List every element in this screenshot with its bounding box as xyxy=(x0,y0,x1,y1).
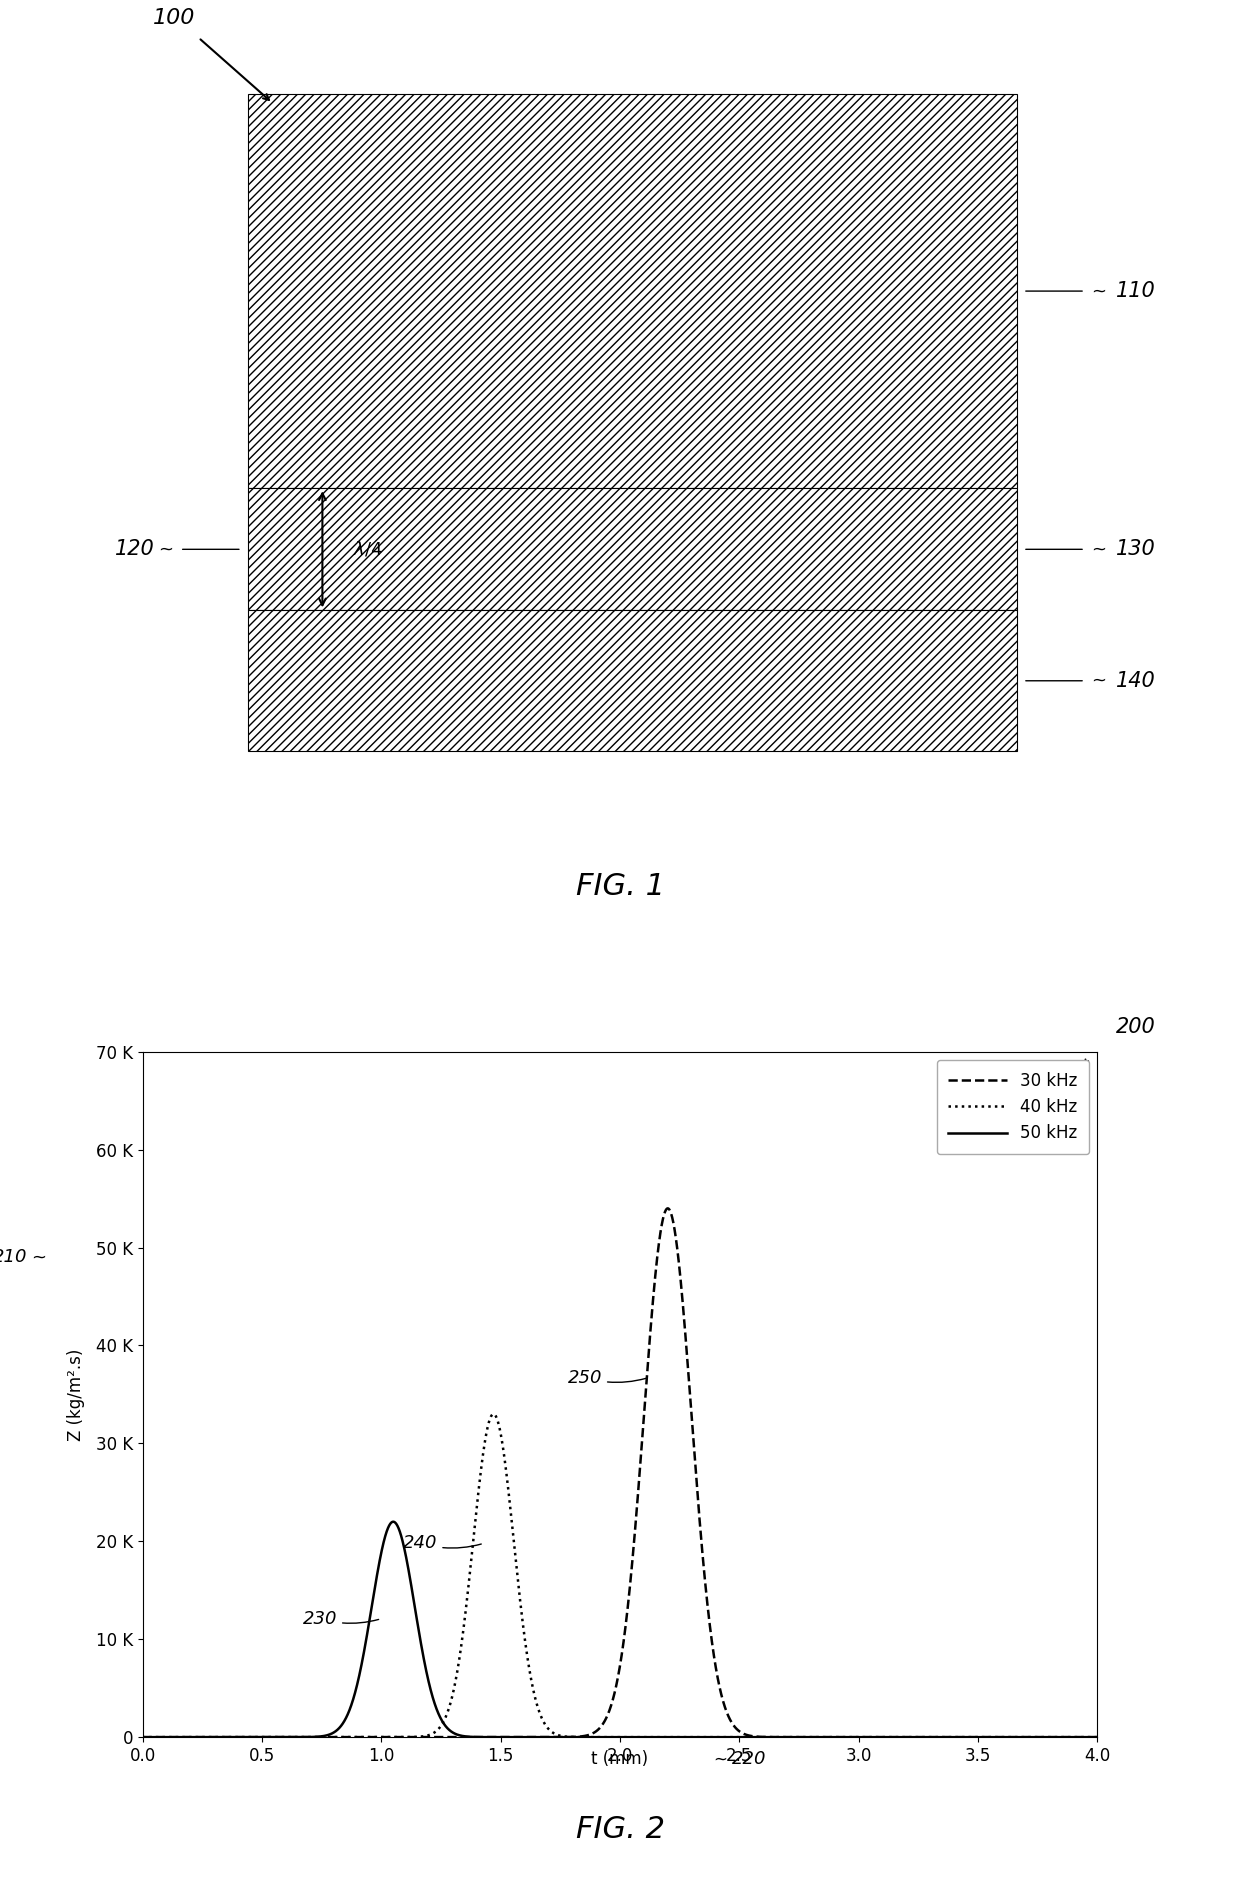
30 kHz xyxy=(894,1726,909,1748)
40 kHz xyxy=(742,1726,756,1748)
Bar xyxy=(248,94,1017,488)
Text: t (mm): t (mm) xyxy=(591,1750,649,1769)
Text: 100: 100 xyxy=(153,8,195,28)
Text: ~: ~ xyxy=(1091,282,1106,300)
Text: 250: 250 xyxy=(568,1369,646,1386)
Text: 200: 200 xyxy=(1116,1016,1156,1037)
Text: 240: 240 xyxy=(403,1534,481,1553)
Text: FIG. 2: FIG. 2 xyxy=(575,1816,665,1844)
30 kHz xyxy=(135,1726,150,1748)
30 kHz xyxy=(843,1726,858,1748)
Text: 220: 220 xyxy=(732,1750,766,1769)
50 kHz xyxy=(843,1726,858,1748)
30 kHz xyxy=(742,1724,756,1747)
Text: ~: ~ xyxy=(159,541,174,558)
Bar xyxy=(248,610,1017,751)
Text: ~: ~ xyxy=(31,1249,46,1266)
Line: 50 kHz: 50 kHz xyxy=(143,1521,1097,1737)
Text: 140: 140 xyxy=(1116,670,1156,691)
Line: 40 kHz: 40 kHz xyxy=(143,1414,1097,1737)
Text: ~: ~ xyxy=(1091,672,1106,689)
30 kHz xyxy=(660,1196,675,1219)
30 kHz xyxy=(184,1726,198,1748)
40 kHz xyxy=(135,1726,150,1748)
40 kHz xyxy=(481,1414,496,1437)
Text: 110: 110 xyxy=(1116,282,1156,300)
40 kHz xyxy=(843,1726,858,1748)
50 kHz xyxy=(894,1726,909,1748)
40 kHz xyxy=(486,1403,501,1425)
40 kHz xyxy=(701,1726,715,1748)
Line: 30 kHz: 30 kHz xyxy=(143,1208,1097,1737)
30 kHz xyxy=(1090,1726,1105,1748)
Text: ~: ~ xyxy=(1091,541,1106,558)
40 kHz xyxy=(184,1726,198,1748)
Text: ~: ~ xyxy=(713,1750,727,1769)
Legend: 30 kHz, 40 kHz, 50 kHz: 30 kHz, 40 kHz, 50 kHz xyxy=(936,1059,1089,1153)
Bar xyxy=(248,488,1017,610)
50 kHz xyxy=(742,1726,756,1748)
40 kHz xyxy=(1090,1726,1105,1748)
Text: FIG. 1: FIG. 1 xyxy=(575,873,665,901)
Text: 120: 120 xyxy=(115,539,155,560)
Y-axis label: Z (kg/m².s): Z (kg/m².s) xyxy=(67,1348,84,1440)
50 kHz xyxy=(135,1726,150,1748)
50 kHz xyxy=(1090,1726,1105,1748)
50 kHz xyxy=(481,1726,496,1748)
Text: 230: 230 xyxy=(303,1609,378,1628)
50 kHz xyxy=(386,1510,401,1532)
50 kHz xyxy=(701,1726,715,1748)
30 kHz xyxy=(481,1726,496,1748)
50 kHz xyxy=(184,1726,198,1748)
Text: 210: 210 xyxy=(0,1249,27,1266)
Text: $\lambda$/4: $\lambda$/4 xyxy=(353,539,383,560)
30 kHz xyxy=(701,1596,715,1619)
40 kHz xyxy=(894,1726,909,1748)
Text: 130: 130 xyxy=(1116,539,1156,560)
